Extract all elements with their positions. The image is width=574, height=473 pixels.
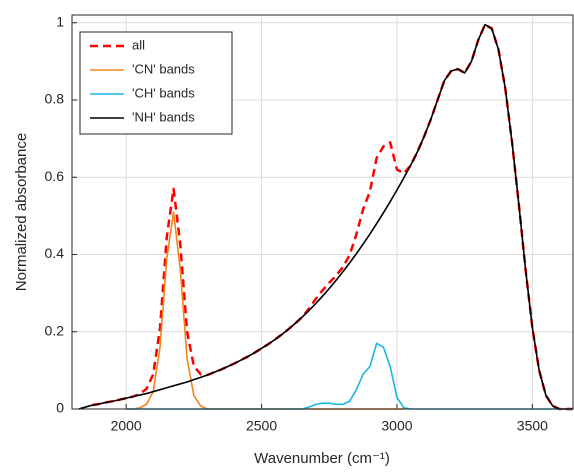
y-tick-label: 1 (56, 13, 64, 29)
legend-label: 'CH' bands (132, 85, 195, 100)
x-tick-label: 2000 (111, 418, 142, 434)
x-tick-label: 3000 (381, 418, 412, 434)
legend: all 'CN' bands 'CH' bands 'NH' bands (79, 31, 233, 135)
legend-label: 'NH' bands (132, 109, 195, 124)
x-tick-label: 2500 (246, 418, 277, 434)
y-axis-label: Normalized absorbance (13, 133, 30, 291)
legend-box (79, 31, 233, 135)
series-line (92, 23, 573, 411)
plot-frame (71, 14, 574, 410)
legend-label: 'CN' bands (132, 61, 195, 76)
y-tick-label: 0.8 (45, 91, 65, 107)
y-tick-label: 0.4 (45, 245, 65, 261)
legend-label: all (132, 37, 145, 52)
x-tick-label: 3500 (517, 418, 548, 434)
series-line (78, 23, 573, 410)
x-axis-label: Wavenumber (cm⁻¹) (254, 450, 390, 467)
y-tick-label: 0.2 (45, 322, 65, 338)
y-tick-label: 0 (56, 400, 64, 416)
y-tick-label: 0.6 (45, 168, 65, 184)
